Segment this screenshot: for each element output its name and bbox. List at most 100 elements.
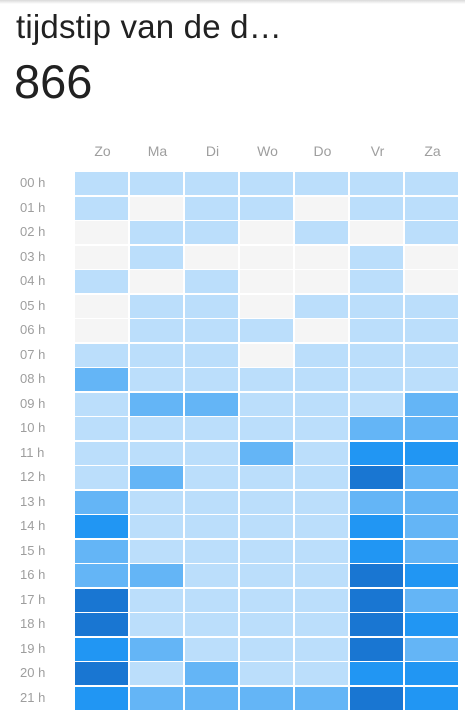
heatmap-cell[interactable] <box>75 686 128 710</box>
heatmap-cell[interactable] <box>130 319 183 342</box>
heatmap-cell[interactable] <box>405 392 458 416</box>
heatmap-cell[interactable] <box>185 515 238 538</box>
heatmap-cell[interactable] <box>240 392 293 416</box>
heatmap-cell[interactable] <box>185 539 238 563</box>
heatmap-cell[interactable] <box>130 245 183 269</box>
heatmap-cell[interactable] <box>350 172 403 195</box>
heatmap-cell[interactable] <box>240 245 293 269</box>
heatmap-cell[interactable] <box>185 294 238 318</box>
heatmap-cell[interactable] <box>240 490 293 514</box>
heatmap-cell[interactable] <box>185 343 238 367</box>
heatmap-cell[interactable] <box>405 172 458 195</box>
heatmap-cell[interactable] <box>405 613 458 636</box>
heatmap-cell[interactable] <box>75 515 128 538</box>
heatmap-cell[interactable] <box>130 466 183 489</box>
heatmap-cell[interactable] <box>240 662 293 685</box>
heatmap-cell[interactable] <box>75 490 128 514</box>
heatmap-cell[interactable] <box>350 441 403 465</box>
heatmap-cell[interactable] <box>295 221 348 244</box>
heatmap-cell[interactable] <box>240 368 293 391</box>
heatmap-cell[interactable] <box>405 490 458 514</box>
heatmap-cell[interactable] <box>130 490 183 514</box>
heatmap-cell[interactable] <box>405 466 458 489</box>
heatmap-cell[interactable] <box>350 343 403 367</box>
heatmap-cell[interactable] <box>185 368 238 391</box>
heatmap-cell[interactable] <box>240 270 293 293</box>
heatmap-cell[interactable] <box>75 172 128 195</box>
heatmap-cell[interactable] <box>185 221 238 244</box>
heatmap-cell[interactable] <box>75 392 128 416</box>
heatmap-cell[interactable] <box>75 221 128 244</box>
heatmap-cell[interactable] <box>240 637 293 661</box>
heatmap-cell[interactable] <box>350 662 403 685</box>
heatmap-cell[interactable] <box>295 515 348 538</box>
heatmap-cell[interactable] <box>405 270 458 293</box>
heatmap-cell[interactable] <box>240 686 293 710</box>
heatmap-cell[interactable] <box>350 392 403 416</box>
heatmap-cell[interactable] <box>185 613 238 636</box>
heatmap-cell[interactable] <box>75 319 128 342</box>
heatmap-cell[interactable] <box>295 441 348 465</box>
heatmap-cell[interactable] <box>295 196 348 220</box>
heatmap-cell[interactable] <box>405 662 458 685</box>
heatmap-cell[interactable] <box>130 613 183 636</box>
heatmap-cell[interactable] <box>350 417 403 440</box>
heatmap-cell[interactable] <box>350 539 403 563</box>
heatmap-cell[interactable] <box>295 245 348 269</box>
heatmap-cell[interactable] <box>295 392 348 416</box>
heatmap-cell[interactable] <box>130 196 183 220</box>
heatmap-cell[interactable] <box>295 172 348 195</box>
heatmap-cell[interactable] <box>295 466 348 489</box>
heatmap-cell[interactable] <box>185 686 238 710</box>
heatmap-cell[interactable] <box>75 196 128 220</box>
heatmap-cell[interactable] <box>185 319 238 342</box>
heatmap-cell[interactable] <box>130 343 183 367</box>
heatmap-cell[interactable] <box>185 172 238 195</box>
heatmap-cell[interactable] <box>130 515 183 538</box>
heatmap-cell[interactable] <box>185 270 238 293</box>
heatmap-cell[interactable] <box>295 490 348 514</box>
heatmap-cell[interactable] <box>130 172 183 195</box>
heatmap-cell[interactable] <box>240 588 293 612</box>
heatmap-cell[interactable] <box>295 662 348 685</box>
heatmap-cell[interactable] <box>75 343 128 367</box>
heatmap-cell[interactable] <box>350 245 403 269</box>
heatmap-cell[interactable] <box>75 564 128 587</box>
heatmap-cell[interactable] <box>130 686 183 710</box>
heatmap-cell[interactable] <box>240 441 293 465</box>
heatmap-cell[interactable] <box>75 417 128 440</box>
heatmap-cell[interactable] <box>350 515 403 538</box>
heatmap-cell[interactable] <box>185 245 238 269</box>
heatmap-cell[interactable] <box>240 343 293 367</box>
heatmap-cell[interactable] <box>185 466 238 489</box>
heatmap-cell[interactable] <box>130 417 183 440</box>
heatmap-cell[interactable] <box>75 613 128 636</box>
heatmap-cell[interactable] <box>240 539 293 563</box>
heatmap-cell[interactable] <box>350 588 403 612</box>
heatmap-cell[interactable] <box>185 662 238 685</box>
heatmap-cell[interactable] <box>75 539 128 563</box>
heatmap-cell[interactable] <box>75 270 128 293</box>
heatmap-cell[interactable] <box>240 221 293 244</box>
heatmap-cell[interactable] <box>240 466 293 489</box>
heatmap-cell[interactable] <box>240 172 293 195</box>
heatmap-cell[interactable] <box>350 319 403 342</box>
heatmap-cell[interactable] <box>295 343 348 367</box>
heatmap-cell[interactable] <box>295 686 348 710</box>
heatmap-cell[interactable] <box>295 637 348 661</box>
heatmap-cell[interactable] <box>350 686 403 710</box>
heatmap-cell[interactable] <box>295 368 348 391</box>
heatmap-cell[interactable] <box>405 343 458 367</box>
heatmap-cell[interactable] <box>405 245 458 269</box>
heatmap-cell[interactable] <box>350 196 403 220</box>
heatmap-cell[interactable] <box>130 270 183 293</box>
heatmap-cell[interactable] <box>295 588 348 612</box>
heatmap-cell[interactable] <box>240 417 293 440</box>
heatmap-cell[interactable] <box>240 564 293 587</box>
heatmap-cell[interactable] <box>295 613 348 636</box>
heatmap-cell[interactable] <box>130 588 183 612</box>
heatmap-cell[interactable] <box>185 392 238 416</box>
heatmap-cell[interactable] <box>405 539 458 563</box>
heatmap-cell[interactable] <box>75 245 128 269</box>
heatmap-cell[interactable] <box>295 564 348 587</box>
